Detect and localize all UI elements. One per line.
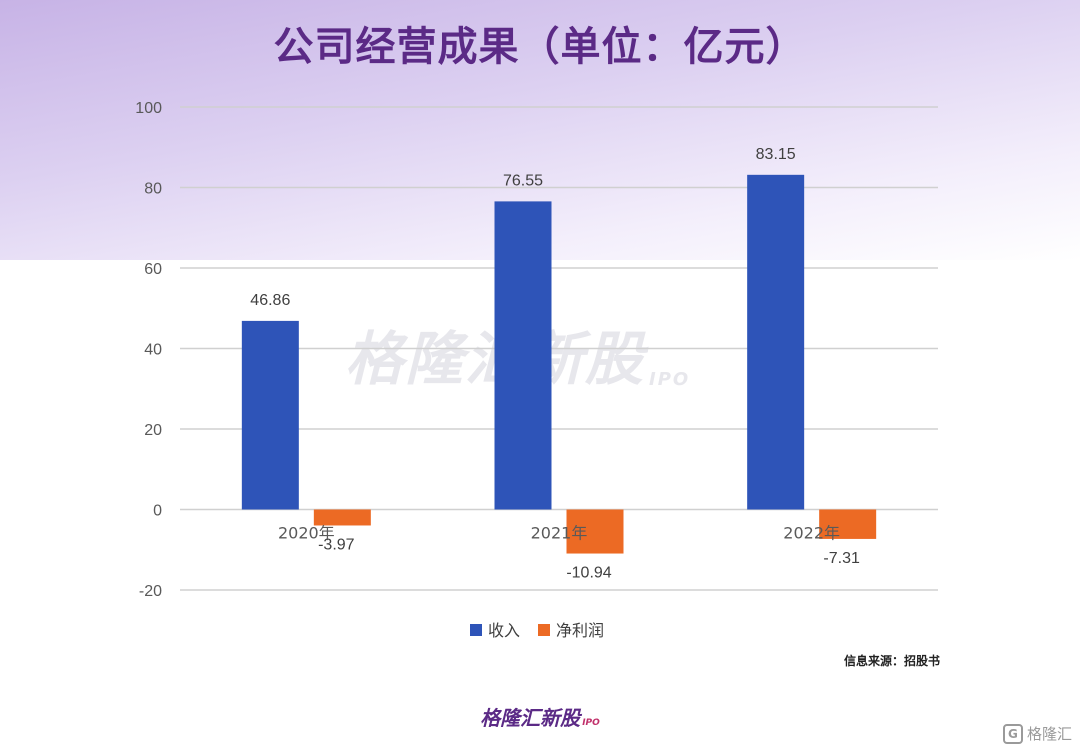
data-label: -3.97 xyxy=(318,536,355,553)
footer-logo-suffix: IPO xyxy=(582,718,600,728)
y-tick-label: 0 xyxy=(153,503,162,520)
chart-title: 公司经营成果（单位：亿元） xyxy=(273,23,807,70)
x-category-label: 2020年 xyxy=(278,524,335,543)
legend-label: 净利润 xyxy=(556,621,604,640)
bar-net-profit xyxy=(566,509,624,554)
x-category-label: 2021年 xyxy=(531,524,588,543)
data-label: -10.94 xyxy=(566,565,611,582)
bar-revenue xyxy=(494,201,552,510)
corner-logo: G 格隆汇 xyxy=(1002,723,1072,744)
y-tick-label: 20 xyxy=(144,422,162,439)
footer-logo: 格隆汇新股 IPO xyxy=(0,702,1080,731)
legend-swatch xyxy=(470,624,482,636)
y-tick-label: -20 xyxy=(139,583,162,600)
data-label: 46.86 xyxy=(250,292,290,309)
bar-revenue xyxy=(747,174,805,510)
y-tick-label: 100 xyxy=(135,100,162,117)
data-label: 76.55 xyxy=(503,172,543,189)
x-category-label: 2022年 xyxy=(783,524,840,543)
legend-label: 收入 xyxy=(488,621,520,640)
y-tick-label: 60 xyxy=(144,261,162,278)
footer-logo-text: 格隆汇新股 xyxy=(480,706,581,730)
data-label: 83.15 xyxy=(756,146,796,163)
data-label: -7.31 xyxy=(823,550,860,567)
y-tick-label: 80 xyxy=(144,181,162,198)
watermark-text: 格隆汇新股 xyxy=(345,325,645,393)
watermark-suffix: IPO xyxy=(649,369,691,390)
bar-net-profit xyxy=(819,509,877,539)
source-note: 信息来源：招股书 xyxy=(843,654,940,668)
g-logo-icon: G xyxy=(1002,723,1023,744)
bar-net-profit xyxy=(313,509,371,526)
bar-revenue xyxy=(241,320,299,510)
legend-swatch xyxy=(538,624,550,636)
corner-logo-text: 格隆汇 xyxy=(1026,725,1072,743)
y-tick-label: 40 xyxy=(144,342,162,359)
